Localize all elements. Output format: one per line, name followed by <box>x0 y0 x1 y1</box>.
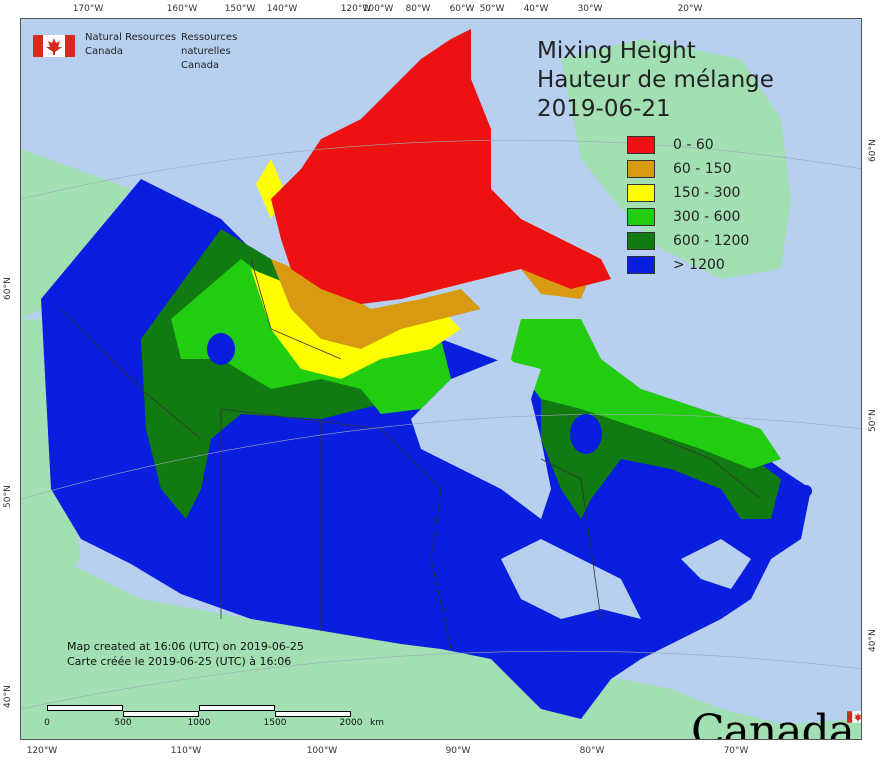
agency-en-line2: Canada <box>85 46 124 57</box>
agency-block: Natural Resources Canada Ressources natu… <box>33 31 253 71</box>
scale-seg-4 <box>275 711 351 717</box>
tick-label: 100°W <box>362 4 394 14</box>
agency-fr-line2: Canada <box>181 60 220 71</box>
legend-label: 150 - 300 <box>673 185 741 201</box>
tick-label: 30°W <box>577 4 603 14</box>
tick-label: 70°W <box>723 746 749 756</box>
agency-french: Ressources naturelles Canada <box>181 31 253 73</box>
scale-label-2000: 2000 <box>339 718 363 728</box>
region-0-60 <box>271 29 611 304</box>
tick-label: 40°N <box>3 685 13 708</box>
tick-label: 50°N <box>868 409 878 432</box>
map-canvas[interactable]: Natural Resources Canada Ressources natu… <box>20 18 862 740</box>
creation-credit: Map created at 16:06 (UTC) on 2019-06-25… <box>67 639 304 669</box>
tick-label: 60°N <box>868 139 878 162</box>
tick-label: 110°W <box>170 746 202 756</box>
scale-label-1000: 1000 <box>187 718 211 728</box>
lake-2 <box>570 414 602 454</box>
water-hudson-bay <box>411 359 551 519</box>
water-gulf <box>681 539 751 589</box>
scale-label-1500: 1500 <box>263 718 287 728</box>
tick-label: 60°W <box>449 4 475 14</box>
graticule <box>21 139 861 710</box>
canada-flag-icon <box>33 35 75 57</box>
scale-seg-2 <box>123 711 199 717</box>
tick-label: 40°W <box>523 4 549 14</box>
lake-3 <box>800 485 812 497</box>
canada-wordmark: Canada <box>691 706 861 740</box>
tick-label: 90°W <box>445 746 471 756</box>
region-300-600-east <box>511 319 781 469</box>
title-english: Mixing Height <box>537 38 696 64</box>
legend-swatch <box>627 232 655 250</box>
credit-french: Carte créée le 2019-06-25 (UTC) à 16:06 <box>67 655 292 668</box>
legend-swatch <box>627 208 655 226</box>
mixing-height-map <box>21 29 861 739</box>
legend-label: 0 - 60 <box>673 137 714 153</box>
scale-seg-3 <box>199 705 275 711</box>
province-boundaries <box>60 258 762 650</box>
land-greenland <box>561 39 791 279</box>
tick-label: 60°N <box>3 277 13 300</box>
legend-swatch <box>627 136 655 154</box>
scale-unit: km <box>370 718 384 728</box>
legend-swatch <box>627 256 655 274</box>
tick-label: 160°W <box>166 4 198 14</box>
scale-seg-1 <box>47 705 123 711</box>
land-usa <box>21 419 861 739</box>
tick-label: 170°W <box>72 4 104 14</box>
map-date: 2019-06-21 <box>537 96 671 122</box>
scale-label-0: 0 <box>44 718 50 728</box>
title-french: Hauteur de mélange <box>537 67 774 93</box>
scale-label-500: 500 <box>114 718 132 728</box>
agency-english: Natural Resources Canada <box>85 31 176 59</box>
water-great-lakes <box>501 539 641 619</box>
legend-label: 300 - 600 <box>673 209 741 225</box>
tick-label: 150°W <box>224 4 256 14</box>
scale-bar: 0 500 1000 1500 2000 km <box>44 705 387 733</box>
tick-label: 50°N <box>3 485 13 508</box>
lake-1 <box>207 333 235 365</box>
tick-label: 80°W <box>579 746 605 756</box>
land-alaska <box>21 149 131 319</box>
wordmark-flag-icon <box>847 711 861 723</box>
tick-label: 20°W <box>677 4 703 14</box>
agency-fr-line1: Ressources naturelles <box>181 32 238 57</box>
legend-swatch <box>627 184 655 202</box>
tick-label: 40°N <box>868 629 878 652</box>
legend-swatch <box>627 160 655 178</box>
tick-label: 80°W <box>405 4 431 14</box>
tick-label: 120°W <box>340 4 372 14</box>
tick-label: 140°W <box>266 4 298 14</box>
wordmark-text: Canada <box>691 706 855 740</box>
legend-label: 60 - 150 <box>673 161 732 177</box>
tick-label: 100°W <box>306 746 338 756</box>
legend-label: > 1200 <box>673 257 725 273</box>
agency-en-line1: Natural Resources <box>85 32 177 43</box>
tick-label: 120°W <box>26 746 58 756</box>
map-titles: Mixing Height Hauteur de mélange 2019-06… <box>537 37 774 124</box>
tick-label: 50°W <box>479 4 505 14</box>
legend-label: 600 - 1200 <box>673 233 750 249</box>
credit-english: Map created at 16:06 (UTC) on 2019-06-25 <box>67 640 304 653</box>
